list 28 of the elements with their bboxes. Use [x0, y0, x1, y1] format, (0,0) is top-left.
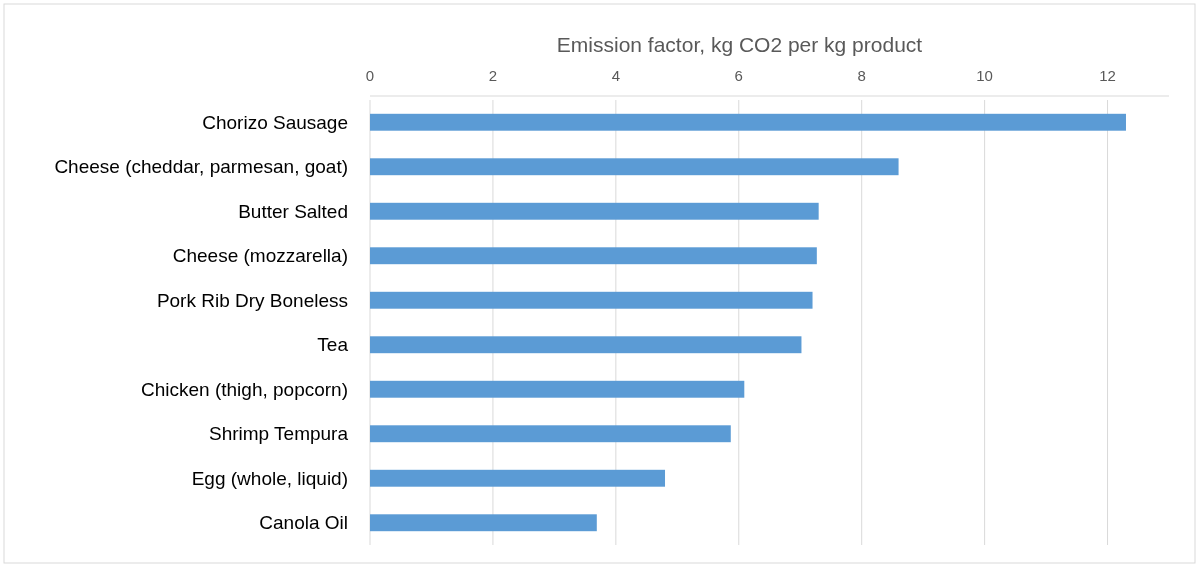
y-tick-label: Chicken (thigh, popcorn) [141, 378, 348, 400]
y-tick-label: Chorizo Sausage [202, 111, 348, 133]
bar [370, 202, 819, 220]
y-tick-label: Canola Oil [259, 512, 348, 534]
y-tick-label: Cheese (cheddar, parmesan, goat) [54, 156, 348, 178]
x-axis-title: Emission factor, kg CO2 per kg product [556, 33, 923, 56]
x-tick-label: 8 [857, 67, 866, 84]
bar [370, 158, 899, 176]
bar [370, 469, 666, 487]
x-tick-label: 10 [976, 67, 993, 84]
x-tick-label: 4 [611, 67, 621, 84]
x-tick-label: 6 [734, 67, 743, 84]
bar [370, 291, 813, 309]
y-tick-label: Egg (whole, liquid) [191, 467, 348, 489]
x-tick-label: 2 [488, 67, 498, 84]
y-tick-label: Tea [317, 334, 349, 356]
y-tick-label: Pork Rib Dry Boneless [156, 289, 348, 311]
bar [370, 336, 802, 354]
y-tick-label: Shrimp Tempura [208, 423, 349, 445]
x-tick-label: 0 [365, 67, 375, 84]
x-tick-label: 12 [1099, 67, 1116, 84]
bar [370, 514, 597, 532]
y-tick-label: Butter Salted [238, 200, 348, 222]
bar [370, 247, 817, 265]
y-tick-label: Cheese (mozzarella) [172, 245, 348, 267]
bar [370, 425, 731, 443]
bar [370, 113, 1126, 131]
bar [370, 380, 745, 398]
